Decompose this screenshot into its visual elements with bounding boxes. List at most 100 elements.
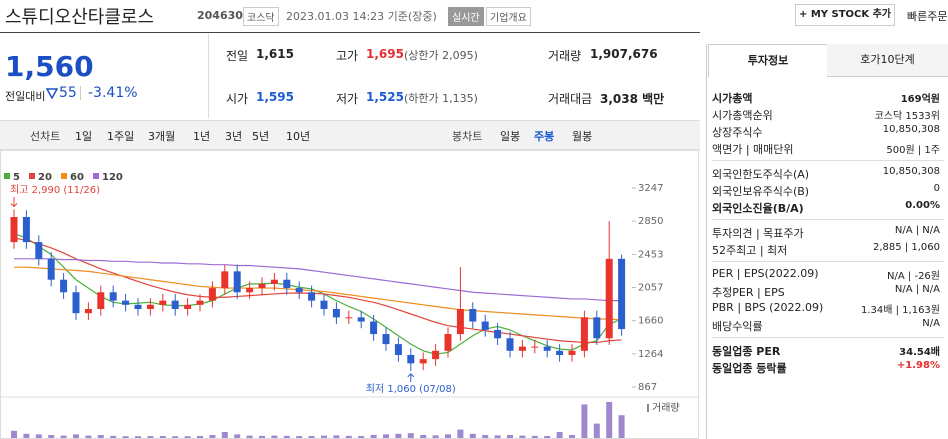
y-tick-label: 1660 [638, 316, 663, 327]
candle-body [270, 279, 278, 284]
candle-body [593, 317, 601, 339]
legend-swatch [93, 173, 99, 179]
y-tick-label: 2850 [638, 216, 663, 227]
tab[interactable]: 5년 [252, 130, 270, 143]
field-value: 1,907,676 [590, 47, 658, 61]
volume-bar [197, 435, 203, 438]
panel-label: 시가총액순위 [712, 109, 773, 122]
tab[interactable]: 3개월 [148, 130, 176, 143]
panel-value: N/A [922, 318, 940, 329]
tab[interactable]: 주봉 [534, 130, 555, 143]
volume-bar [544, 435, 551, 438]
candle-body [134, 304, 142, 309]
tab[interactable]: 1주일 [107, 130, 135, 143]
candle-body [295, 288, 303, 293]
volume-bar [184, 436, 191, 438]
tab[interactable]: 일봉 [500, 130, 521, 143]
candle-body [518, 346, 526, 351]
candle-body [109, 292, 117, 301]
panel-tab[interactable]: 호가10단계 [827, 44, 948, 77]
panel-divider [712, 337, 944, 338]
tab[interactable]: 3년 [225, 130, 243, 143]
tab[interactable]: 월봉 [572, 130, 593, 143]
volume-bar [507, 435, 513, 438]
field-value: 1,525 [366, 90, 404, 104]
panel-value: 169억원 [900, 94, 940, 105]
volume-bar [593, 423, 600, 438]
overview-button[interactable]: 기업개요 [486, 7, 531, 26]
candle-body [481, 321, 489, 330]
candle-body [171, 300, 179, 309]
field-value: 3,038 백만 [600, 92, 665, 106]
volume-bar [209, 435, 216, 438]
candle-body [22, 217, 30, 243]
field-note: (상한가 2,095) [404, 49, 478, 62]
volume-bar [135, 436, 141, 438]
volume-bar [122, 436, 129, 438]
low-arrow [407, 373, 415, 382]
candle-body [618, 258, 626, 330]
panel-value: 10,850,308 [882, 124, 940, 135]
y-tick-label: 2057 [638, 283, 663, 294]
volume-bar [259, 435, 265, 438]
volume-bar [494, 435, 501, 438]
volume-bar [519, 435, 526, 438]
candle-body [122, 300, 130, 305]
panel-value: 0.00% [905, 200, 940, 211]
panel-label: 상장주식수 [712, 126, 763, 139]
panel-label: 투자의견 | 목표주가 [712, 227, 804, 240]
mystock-button[interactable]: + MY STOCK 추가 [795, 4, 895, 26]
volume-bar [395, 433, 402, 438]
down-arrow [46, 88, 58, 99]
candle-body [469, 308, 477, 322]
candle-body [506, 338, 514, 351]
volume-bar [569, 435, 575, 438]
panel-label: 액면가 | 매매단위 [712, 143, 794, 156]
legend-swatch [4, 173, 10, 179]
volume-bar [469, 433, 476, 438]
panel-label: 동일업종 등락률 [712, 362, 787, 375]
field-label: 시가 [226, 92, 249, 106]
candle-body [357, 317, 365, 322]
tab[interactable]: 10년 [286, 130, 311, 143]
field-value: 1,695 [366, 47, 404, 61]
candle-body [84, 308, 92, 314]
time: 2023.01.03 14:23 기준(장중) [286, 10, 437, 23]
stock-code: 204630 [197, 9, 243, 22]
volume-swatch [647, 404, 649, 412]
volume-bar [531, 435, 538, 438]
candle-body [246, 288, 254, 293]
candle-body [283, 279, 291, 289]
volume-bar [48, 435, 55, 438]
tab-label: 선차트 [30, 130, 61, 143]
volume-bar [246, 435, 253, 438]
tab[interactable]: 1일 [75, 130, 93, 143]
side-panel [706, 44, 948, 439]
volume-bar [370, 435, 377, 438]
quick-order[interactable]: 빠른주문 [907, 10, 948, 23]
panel-value: +1.98% [896, 360, 940, 371]
candle-body [60, 279, 68, 293]
divider [0, 32, 700, 33]
candle-body [159, 300, 167, 305]
realtime-badge[interactable]: 실시간 [448, 7, 484, 26]
field-value: 1,595 [256, 90, 294, 104]
sep [80, 86, 81, 100]
candle-body [394, 344, 402, 355]
volume-bar [283, 435, 290, 438]
panel-divider [712, 261, 944, 262]
volume-bar [97, 435, 104, 438]
panel-label: PBR | BPS (2022.09) [712, 301, 824, 314]
panel-value: N/A | -26원 [887, 271, 940, 282]
tab-label: 봉차트 [452, 130, 483, 143]
candle-body [97, 292, 105, 309]
y-tick-label: 3247 [638, 183, 663, 194]
tab[interactable]: 1년 [193, 130, 211, 143]
legend-label: 5 [13, 172, 20, 183]
candle-body [221, 271, 229, 289]
panel-label: 배당수익률 [712, 320, 763, 333]
field-note: (하한가 1,135) [404, 92, 478, 105]
stock-name: 스튜디오산타클로스 [5, 7, 155, 28]
panel-tab[interactable]: 투자정보 [708, 44, 828, 77]
volume-bar [606, 402, 613, 438]
